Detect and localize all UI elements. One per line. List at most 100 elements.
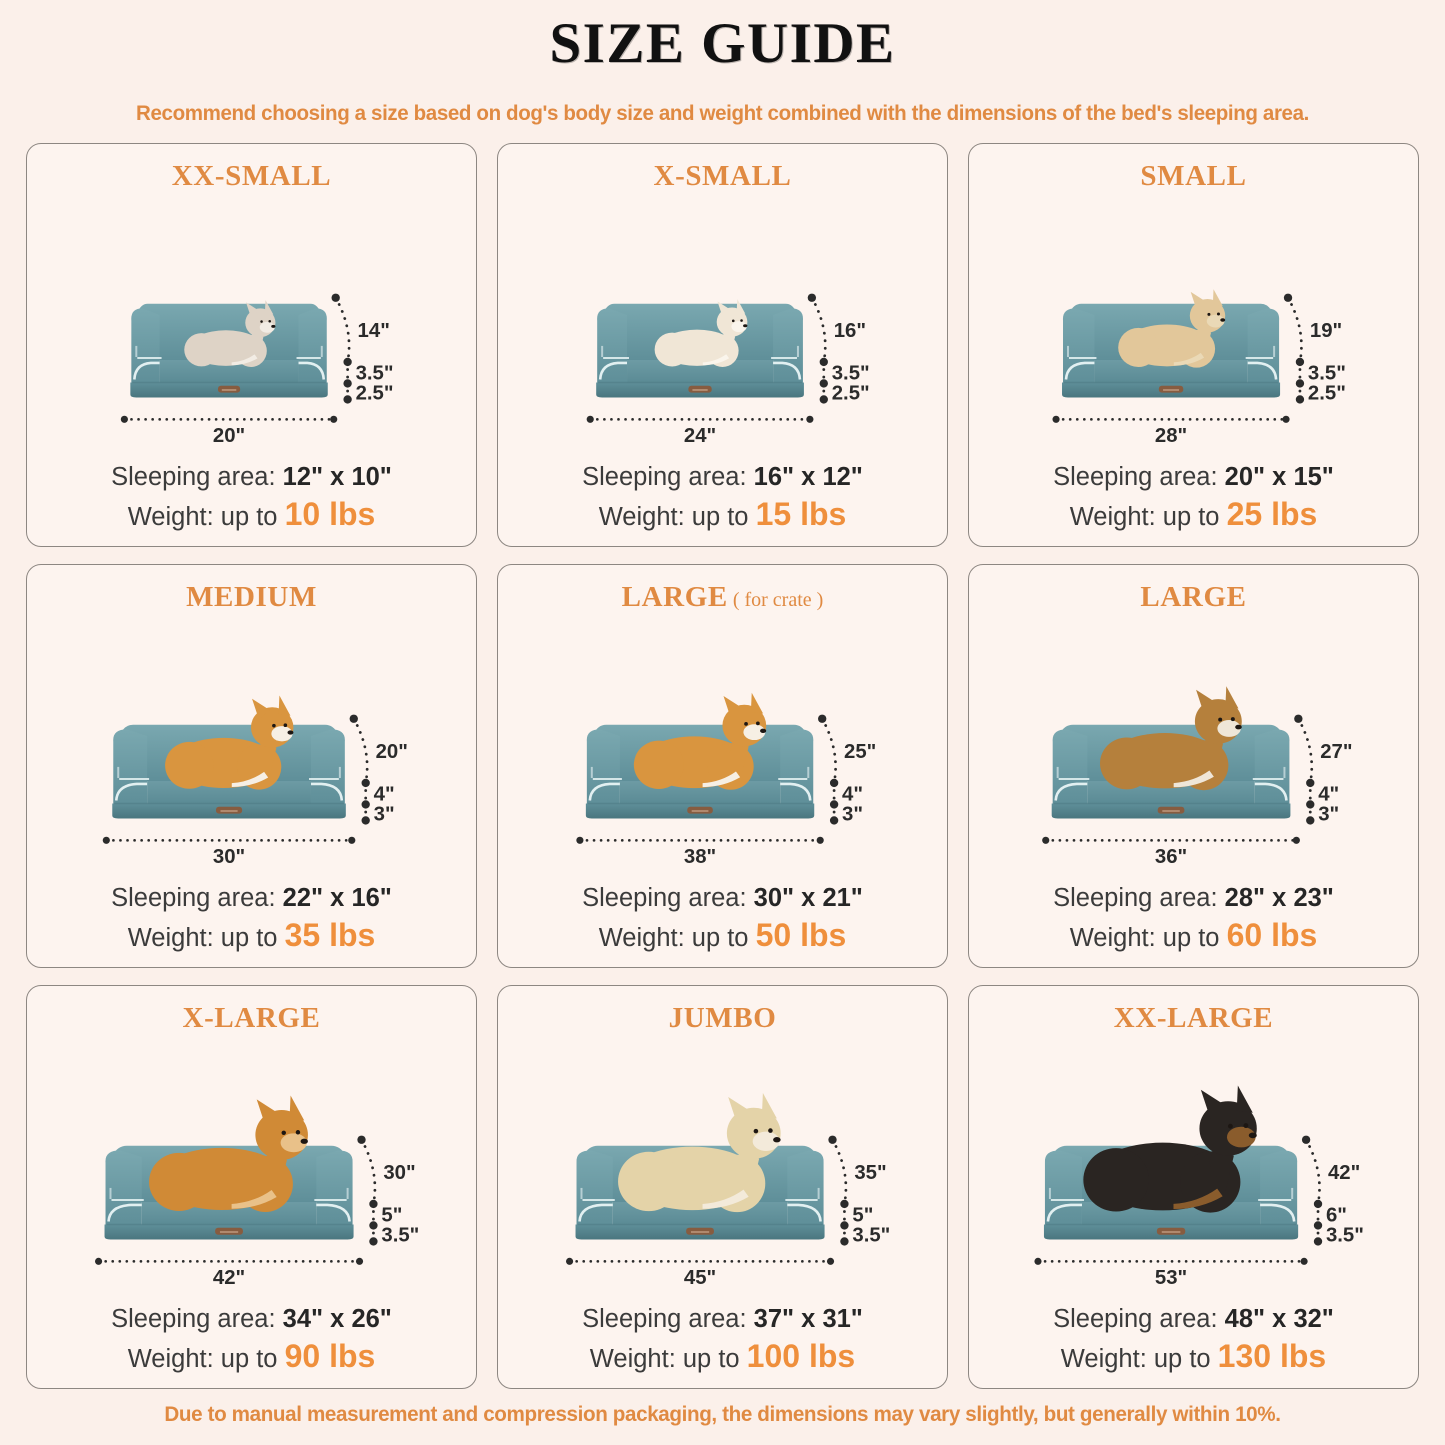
weight-label: Weight: up to (1060, 1345, 1218, 1374)
height-mid-label: 4" (374, 784, 395, 806)
pet-figure (654, 298, 748, 367)
size-card[interactable]: LARGE (968, 563, 1419, 968)
width-label: 28" (1155, 425, 1187, 447)
sleeping-area-value: 37" x 31" (753, 1305, 863, 1334)
width-label: 45" (684, 1267, 716, 1289)
weight-label: Weight: up to (598, 924, 756, 953)
pet-figure (165, 695, 294, 790)
bed-illustration: 20" 4" 3" 30" (27, 614, 476, 882)
width-label: 30" (213, 846, 245, 868)
weight-value: 35 lbs (284, 917, 376, 954)
size-name: LARGE (1140, 580, 1247, 613)
height-total-label: 30" (383, 1162, 415, 1184)
weight-label: Weight: up to (589, 1345, 747, 1374)
sleeping-area-value: 20" x 15" (1224, 463, 1334, 492)
size-card-title: XX-SMALL (172, 160, 331, 193)
size-card[interactable]: X-LARGE (26, 984, 477, 1389)
bed-diagram-svg: 14" 3.5" 2.5" 20" (120, 293, 394, 447)
pet-figure (149, 1095, 308, 1212)
sleeping-area-value: 48" x 32" (1224, 1305, 1334, 1334)
size-card-specs: Sleeping area: 12" x 10" Weight: up to 10… (27, 461, 476, 546)
size-card-title: X-SMALL (654, 160, 792, 193)
sleeping-area-line: Sleeping area: 12" x 10" (27, 461, 476, 494)
size-name: SMALL (1140, 159, 1247, 192)
bed-diagram-svg: 30" 5" 3.5" 42" (94, 1095, 419, 1289)
height-total-label: 35" (854, 1162, 886, 1184)
bed-illustration: 25" 4" 3" 38" (498, 614, 947, 882)
height-mid-label: 3.5" (1308, 363, 1346, 385)
size-card[interactable]: MEDIUM (26, 563, 477, 968)
height-mid-label: 5" (381, 1205, 402, 1227)
size-card[interactable]: XX-SMALL (26, 142, 477, 547)
size-card-specs: Sleeping area: 37" x 31" Weight: up to 10… (498, 1303, 947, 1388)
size-card-title: JUMBO (669, 1002, 777, 1035)
bed-diagram-svg: 25" 4" 3" 38" (576, 692, 876, 868)
width-label: 36" (1155, 846, 1187, 868)
size-card[interactable]: SMALL (968, 142, 1419, 547)
size-card-title: SMALL (1140, 160, 1246, 193)
bed-illustration: 19" 3.5" 2.5" 28" (969, 193, 1418, 461)
weight-value: 130 lbs (1217, 1338, 1327, 1375)
sleeping-area-label: Sleeping area: (1053, 884, 1225, 913)
height-low-label: 2.5" (1308, 382, 1346, 404)
bed-illustration: 35" 5" 3.5" 45" (498, 1035, 947, 1303)
weight-label: Weight: up to (1069, 924, 1227, 953)
weight-value: 15 lbs (755, 496, 847, 533)
width-label: 24" (684, 425, 716, 447)
pet-figure (633, 692, 767, 790)
weight-line: Weight: up to 50 lbs (498, 915, 947, 957)
weight-label: Weight: up to (1069, 503, 1227, 532)
weight-line: Weight: up to 90 lbs (27, 1336, 476, 1378)
size-card-specs: Sleeping area: 28" x 23" Weight: up to 60… (969, 882, 1418, 967)
height-low-label: 3" (374, 803, 395, 825)
bed-diagram-svg: 42" 6" 3.5" 53" (1034, 1085, 1364, 1289)
sleeping-area-line: Sleeping area: 37" x 31" (498, 1303, 947, 1336)
size-card-title: MEDIUM (186, 581, 317, 614)
height-total-label: 27" (1320, 741, 1352, 763)
size-card-title: XX-LARGE (1114, 1002, 1273, 1035)
size-card[interactable]: LARGE ( for crate ) (497, 563, 948, 968)
sleeping-area-line: Sleeping area: 16" x 12" (498, 461, 947, 494)
height-low-label: 2.5" (832, 382, 870, 404)
height-low-label: 3" (1318, 803, 1339, 825)
size-card-title: LARGE ( for crate ) (622, 581, 824, 614)
sleeping-area-label: Sleeping area: (111, 1305, 283, 1334)
size-card[interactable]: X-SMALL (497, 142, 948, 547)
bed-illustration: 42" 6" 3.5" 53" (969, 1035, 1418, 1303)
sleeping-area-value: 34" x 26" (282, 1305, 392, 1334)
weight-label: Weight: up to (598, 503, 756, 532)
width-label: 38" (684, 846, 716, 868)
height-low-label: 3" (842, 803, 863, 825)
sleeping-area-label: Sleeping area: (111, 463, 283, 492)
sleeping-area-line: Sleeping area: 30" x 21" (498, 882, 947, 915)
weight-value: 100 lbs (746, 1338, 856, 1375)
sleeping-area-label: Sleeping area: (582, 1305, 754, 1334)
size-name: JUMBO (668, 1001, 777, 1034)
height-mid-label: 4" (842, 784, 863, 806)
sleeping-area-line: Sleeping area: 28" x 23" (969, 882, 1418, 915)
sleeping-area-value: 30" x 21" (753, 884, 863, 913)
size-card[interactable]: JUMBO (497, 984, 948, 1389)
sleeping-area-label: Sleeping area: (1053, 1305, 1225, 1334)
sleeping-area-label: Sleeping area: (582, 463, 754, 492)
height-low-label: 2.5" (356, 382, 394, 404)
size-card-specs: Sleeping area: 16" x 12" Weight: up to 15… (498, 461, 947, 546)
sleeping-area-value: 22" x 16" (282, 884, 392, 913)
weight-value: 25 lbs (1226, 496, 1318, 533)
size-name: MEDIUM (186, 580, 317, 613)
size-card-title: LARGE (1140, 581, 1246, 614)
pet-figure (184, 299, 276, 367)
pet-figure (1083, 1085, 1257, 1213)
size-name-note: ( for crate ) (727, 588, 824, 611)
page-subtitle: Recommend choosing a size based on dog's… (136, 100, 1309, 125)
width-label: 20" (213, 425, 245, 447)
bed-illustration: 27" 4" 3" 36" (969, 614, 1418, 882)
bed-illustration: 30" 5" 3.5" 42" (27, 1035, 476, 1303)
bed-diagram-svg: 20" 4" 3" 30" (102, 695, 408, 868)
bed-diagram-svg: 27" 4" 3" 36" (1042, 686, 1353, 868)
height-mid-label: 4" (1318, 784, 1339, 806)
width-label: 42" (213, 1267, 245, 1289)
size-card[interactable]: XX-LARGE (968, 984, 1419, 1389)
weight-value: 60 lbs (1226, 917, 1318, 954)
